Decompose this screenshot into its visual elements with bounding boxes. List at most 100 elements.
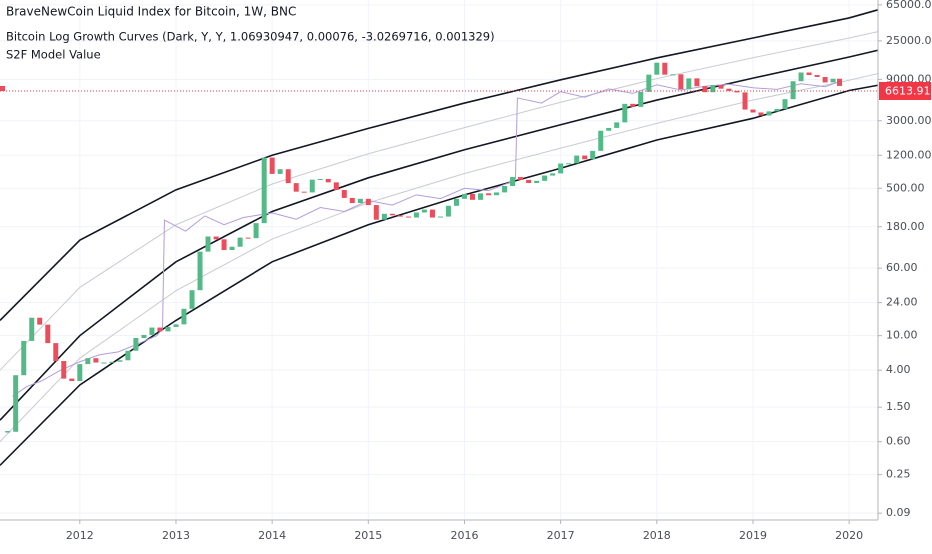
candle xyxy=(197,251,203,291)
candle xyxy=(69,378,75,382)
candle xyxy=(734,90,740,93)
candle xyxy=(614,122,620,128)
candle xyxy=(694,78,700,87)
candle xyxy=(566,163,572,165)
y-tick-label: 0.60 xyxy=(886,435,911,448)
candle xyxy=(814,75,820,77)
candle xyxy=(149,327,155,335)
candle xyxy=(53,343,59,362)
candle xyxy=(678,74,684,90)
candle xyxy=(109,361,115,363)
candle xyxy=(550,173,556,176)
candle xyxy=(333,182,339,190)
candle xyxy=(822,76,828,83)
y-tick-label: 60.00 xyxy=(886,261,918,274)
candle xyxy=(301,191,307,193)
growth-curve xyxy=(0,49,879,421)
grid-layer xyxy=(0,0,878,520)
candle xyxy=(486,193,492,196)
candle xyxy=(101,362,107,364)
candle xyxy=(21,340,27,376)
candle xyxy=(61,361,67,379)
candle xyxy=(574,155,580,164)
candle xyxy=(85,358,91,365)
candle xyxy=(357,198,363,204)
candle xyxy=(606,127,612,131)
candle xyxy=(702,86,708,93)
y-tick-label: 1.50 xyxy=(886,400,911,413)
candle xyxy=(454,198,460,206)
candle xyxy=(622,103,628,123)
candle xyxy=(325,178,331,183)
candle xyxy=(646,74,652,92)
candle xyxy=(590,150,596,160)
candle xyxy=(317,178,323,180)
candle xyxy=(806,72,812,76)
growth-curve xyxy=(0,73,879,443)
candle xyxy=(526,179,532,184)
last-price-box xyxy=(879,81,931,100)
candle xyxy=(750,109,756,113)
candle xyxy=(429,209,435,218)
candle xyxy=(670,74,676,76)
candle xyxy=(469,193,475,200)
y-tick-label: 65000.00 xyxy=(886,0,932,11)
candle xyxy=(37,317,43,325)
candle xyxy=(718,85,724,89)
last-price-label: 6613.91 xyxy=(885,84,931,97)
y-tick-label: 25000.00 xyxy=(886,34,932,47)
candle xyxy=(237,237,243,247)
candle xyxy=(397,215,403,217)
x-tick-label: 2019 xyxy=(739,529,767,542)
candle xyxy=(213,236,219,240)
candle xyxy=(157,327,163,332)
candle xyxy=(413,212,419,218)
candle xyxy=(93,358,99,363)
candle xyxy=(461,193,467,199)
candle xyxy=(221,239,227,251)
candle xyxy=(558,163,564,174)
y-tick-label: 4.00 xyxy=(886,363,911,376)
y-tick-label: 3000.00 xyxy=(886,114,932,127)
x-tick-label: 2012 xyxy=(66,529,94,542)
x-tick-label: 2014 xyxy=(258,529,286,542)
candle xyxy=(341,189,347,198)
x-tick-label: 2016 xyxy=(450,529,478,542)
candle xyxy=(638,91,644,107)
indicator-label: Bitcoin Log Growth Curves (Dark, Y, Y, 1… xyxy=(6,30,495,44)
candle xyxy=(141,334,147,338)
candle xyxy=(502,186,508,193)
candle xyxy=(445,205,451,217)
candle xyxy=(437,216,443,218)
candle xyxy=(662,62,668,75)
candle xyxy=(830,78,836,83)
candle xyxy=(133,337,139,351)
candle xyxy=(165,326,171,332)
candle xyxy=(117,360,123,362)
candle xyxy=(798,72,804,82)
x-tick-label: 2018 xyxy=(643,529,671,542)
y-tick-label: 1200.00 xyxy=(886,148,932,161)
candle xyxy=(758,112,764,116)
candle xyxy=(245,237,251,239)
candle xyxy=(125,350,131,361)
candle xyxy=(710,85,716,93)
candle xyxy=(29,317,35,341)
candle xyxy=(510,177,516,187)
candle xyxy=(534,180,540,184)
x-tick-label: 2013 xyxy=(162,529,190,542)
candle xyxy=(309,179,315,193)
growth-curve xyxy=(0,9,879,321)
x-tick-label: 2020 xyxy=(835,529,863,542)
candle xyxy=(478,193,484,200)
candle xyxy=(277,169,283,174)
candle xyxy=(686,78,692,90)
candle xyxy=(381,213,387,220)
candle xyxy=(77,364,83,382)
candle xyxy=(494,192,500,196)
candle xyxy=(790,81,796,100)
candle xyxy=(837,78,843,86)
candle xyxy=(45,324,51,344)
x-tick-label: 2017 xyxy=(547,529,575,542)
